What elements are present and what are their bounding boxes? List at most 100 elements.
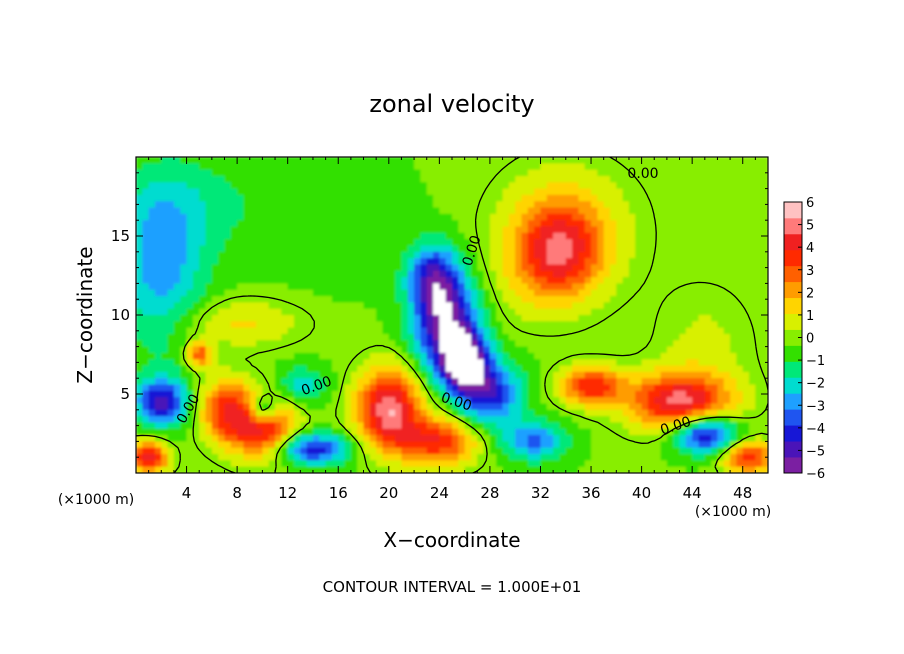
heatmap-cell [414, 466, 421, 473]
heatmap-cell [685, 422, 693, 430]
heatmap-cell [224, 207, 232, 215]
heatmap-cell [742, 359, 750, 367]
heatmap-cell [300, 251, 308, 259]
heatmap-cell [344, 403, 352, 411]
heatmap-cell [287, 466, 295, 473]
heatmap-cell [723, 460, 731, 468]
heatmap-cell [445, 359, 453, 367]
heatmap-cell [445, 258, 453, 266]
heatmap-cell [761, 333, 768, 341]
heatmap-cell [515, 371, 523, 379]
heatmap-cell [711, 371, 719, 379]
heatmap-cell [660, 220, 668, 228]
heatmap-cell [369, 188, 377, 196]
heatmap-cell [553, 454, 561, 461]
heatmap-cell [382, 460, 390, 468]
heatmap-cell [628, 194, 636, 202]
heatmap-cell [540, 384, 548, 392]
heatmap-cell [635, 441, 643, 449]
heatmap-cell [243, 428, 251, 436]
heatmap-cell [363, 182, 371, 190]
heatmap-cell [679, 409, 687, 417]
heatmap-cell [540, 435, 548, 442]
heatmap-cell [142, 289, 150, 297]
heatmap-cell [275, 213, 282, 221]
heatmap-cell [711, 232, 719, 240]
heatmap-cell [186, 460, 194, 468]
heatmap-cell [136, 365, 143, 373]
heatmap-cell [312, 390, 320, 398]
heatmap-cell [717, 308, 725, 316]
heatmap-cell [502, 384, 510, 392]
heatmap-cell [142, 169, 150, 177]
heatmap-cell [439, 201, 447, 209]
heatmap-cell [521, 460, 529, 468]
heatmap-cell [445, 390, 453, 398]
heatmap-cell [433, 220, 440, 228]
heatmap-cell [294, 422, 301, 430]
heatmap-cell [622, 333, 630, 341]
heatmap-cell [761, 213, 768, 221]
heatmap-cell [376, 175, 384, 183]
heatmap-cell [578, 226, 586, 234]
heatmap-cell [723, 163, 731, 171]
heatmap-cell [673, 397, 681, 405]
heatmap-cell [553, 207, 561, 215]
heatmap-cell [268, 460, 276, 468]
heatmap-cell [306, 201, 314, 209]
heatmap-cell [167, 308, 175, 316]
heatmap-cell [515, 163, 523, 171]
heatmap-cell [578, 277, 586, 284]
heatmap-cell [211, 163, 219, 171]
heatmap-cell [294, 226, 301, 234]
heatmap-cell [685, 466, 693, 473]
heatmap-cell [464, 188, 472, 196]
heatmap-cell [515, 435, 523, 442]
heatmap-cell [477, 270, 485, 278]
heatmap-cell [256, 447, 263, 455]
heatmap-cell [230, 308, 238, 316]
heatmap-cell [610, 283, 617, 291]
heatmap-cell [470, 378, 478, 386]
heatmap-cell [755, 207, 763, 215]
heatmap-cell [673, 460, 681, 468]
heatmap-cell [597, 296, 605, 303]
heatmap-cell [136, 371, 143, 379]
heatmap-cell [154, 157, 162, 164]
heatmap-cell [521, 441, 529, 449]
heatmap-cell [761, 454, 768, 461]
heatmap-cell [635, 327, 643, 335]
heatmap-cell [414, 321, 421, 329]
heatmap-cell [180, 340, 188, 348]
heatmap-cell [464, 283, 472, 291]
heatmap-cell [534, 435, 542, 442]
heatmap-cell [281, 226, 289, 234]
heatmap-cell [237, 346, 245, 354]
heatmap-cell [382, 333, 390, 341]
heatmap-cell [559, 201, 567, 209]
heatmap-cell [730, 163, 737, 171]
heatmap-cell [414, 245, 421, 253]
heatmap-cell [679, 264, 687, 272]
heatmap-cell [167, 302, 175, 310]
heatmap-cell [698, 289, 706, 297]
heatmap-cell [521, 201, 529, 209]
heatmap-cell [527, 409, 535, 417]
heatmap-cell [401, 213, 409, 221]
heatmap-cell [742, 403, 750, 411]
heatmap-cell [211, 441, 219, 449]
heatmap-cell [395, 232, 403, 240]
heatmap-cell [628, 447, 636, 455]
heatmap-cell [591, 441, 598, 449]
heatmap-cell [673, 409, 681, 417]
heatmap-cell [704, 182, 712, 190]
heatmap-cell [477, 365, 485, 373]
heatmap-cell [591, 397, 598, 405]
heatmap-cell [534, 232, 542, 240]
heatmap-cell [205, 232, 213, 240]
heatmap-cell [591, 346, 598, 354]
heatmap-cell [692, 390, 700, 398]
heatmap-cell [496, 346, 504, 354]
heatmap-cell [591, 352, 598, 360]
heatmap-cell [717, 321, 725, 329]
